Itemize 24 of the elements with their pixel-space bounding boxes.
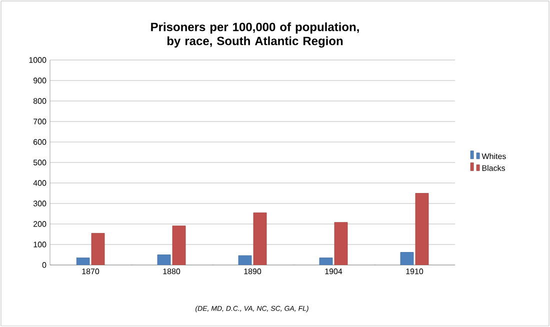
- bar: [172, 226, 186, 265]
- y-tick-label: 800: [33, 98, 46, 104]
- y-tick-label: 100: [34, 242, 46, 248]
- y-tick-label: 300: [33, 200, 46, 206]
- y-tick-label: 900: [34, 78, 46, 84]
- y-tick-label: 600: [34, 139, 46, 145]
- y-tick-label: 400: [33, 180, 46, 186]
- x-tick-label: 1890: [244, 268, 262, 274]
- x-tick-label: 1910: [406, 268, 424, 274]
- y-tick-label: 0: [42, 262, 46, 268]
- bar: [91, 233, 105, 265]
- bar: [253, 212, 267, 265]
- legend-label: Whites: [482, 153, 506, 160]
- legend-label: Blacks: [482, 165, 506, 171]
- bar: [334, 222, 348, 265]
- y-tick-label: 1000: [29, 57, 46, 63]
- chart-title: Prisoners per 100,000 of population, by race, South Atlantic Region: [151, 22, 359, 48]
- x-tick-label: 1880: [163, 268, 180, 274]
- x-tick-label: 1870: [82, 268, 100, 274]
- y-tick-label: 700: [34, 118, 46, 124]
- x-tick-label: 1904: [325, 268, 342, 274]
- y-tick-label: 500: [33, 160, 46, 166]
- bar: [415, 193, 429, 265]
- y-tick-label: 200: [34, 221, 46, 227]
